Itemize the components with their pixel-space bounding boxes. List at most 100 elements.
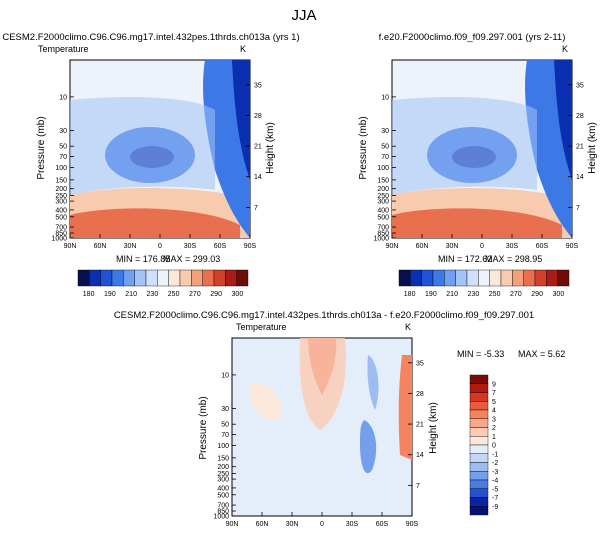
panel-1-units: K (240, 44, 246, 54)
panel-1-y-tick-label: 850 (55, 231, 67, 238)
panel-1-title: CESM2.F2000climo.C96.C96.mg17.intel.432p… (2, 32, 299, 43)
panel-3-colorbar-swatch (469, 462, 489, 472)
panel-3-warm-patch (249, 384, 281, 421)
panel-2-y-tick-label: 850 (377, 231, 389, 238)
panel-2-colorbar-label: 250 (489, 291, 501, 298)
panel-3-y-tick-label: 70 (221, 432, 229, 439)
panel-3-colorbar-label: 9 (492, 381, 496, 388)
panel-2-colorbar-swatch (523, 269, 536, 287)
panel-2-plot (391, 59, 573, 239)
panel-2-colorbar-swatch (557, 269, 570, 287)
panel-3-colorbar-swatch (469, 374, 489, 384)
panel-2-x-tick-label: 30S (506, 243, 519, 250)
panel-2-y2-tick-label: 7 (576, 205, 580, 212)
panel-1-y-tick-label: 400 (55, 207, 67, 214)
panel-2-y-tick-label: 500 (377, 214, 389, 221)
panel-3-cool-stripe (367, 355, 379, 410)
panel-2-colorbar-label: 230 (468, 291, 480, 298)
panel-1-x-tick-label: 90S (244, 243, 257, 250)
panel-2-x-tick-label: 90N (386, 243, 399, 250)
panel-1-y-tick-label: 250 (55, 193, 67, 200)
panel-2-title: f.e20.F2000climo.f09_f09.297.001 (yrs 2-… (379, 32, 566, 43)
panel-3-y-tick-label: 400 (217, 485, 229, 492)
panel-2-y-tick-label: 700 (377, 225, 389, 232)
panel-2-y-tick-label: 300 (377, 199, 389, 206)
panel-1-x-tick-label: 60S (214, 243, 227, 250)
panel-3-x-tick-label: 90N (226, 521, 239, 528)
panel-3-plot (231, 337, 413, 517)
panel-1-colorbar-swatch (202, 269, 215, 287)
panel-1-colorbar-label: 210 (125, 291, 137, 298)
panel-3-colorbar-label: -9 (492, 504, 498, 511)
panel-3-colorbar-swatch (469, 401, 489, 411)
panel-1-colorbar-swatch (191, 269, 203, 287)
panel-3-colorbar-swatch (469, 409, 489, 419)
panel-3-colorbar-label: 2 (492, 425, 496, 432)
panel-3-field-label: Temperature (236, 322, 287, 332)
panel-3-min-label: MIN = -5.33 (457, 349, 504, 359)
panel-3-colorbar-swatch (469, 444, 489, 454)
panel-1-colorbar-swatch (236, 269, 249, 287)
panel-3-colorbar-label: 0 (492, 443, 496, 450)
panel-3-y-tick-label: 850 (217, 509, 229, 516)
panel-3-y2-tick-label: 14 (416, 452, 424, 459)
panel-2-colorbar-swatch (500, 269, 513, 287)
panel-1-cool-band (70, 97, 215, 195)
panel-1-y-tick-label: 30 (59, 128, 67, 135)
panel-3-colorbar-label: -7 (492, 495, 498, 502)
panel-1-colorbar-label: 180 (83, 291, 95, 298)
panel-3-y2-tick-label: 35 (416, 360, 424, 367)
panel-3-warm-right (398, 355, 412, 460)
panel-1-colorbar-label: 270 (189, 291, 201, 298)
panel-2-colorbar-label: 210 (446, 291, 458, 298)
panel-2-y2-tick-label: 35 (576, 82, 584, 89)
panel-3-colorbar-label: 4 (492, 408, 496, 415)
panel-1-y2label: Height (km) (265, 122, 276, 174)
panel-1-colorbar-swatch (157, 269, 169, 287)
panel-3-colorbar-label: -2 (492, 460, 498, 467)
panel-1-x-tick-label: 30S (184, 243, 197, 250)
panel-2-x-tick-label: 60S (536, 243, 549, 250)
panel-1-colorbar-swatch (111, 269, 124, 287)
panel-3-units: K (405, 322, 411, 332)
panel-1-y-tick-label: 100 (55, 165, 67, 172)
panel-1-y-tick-label: 150 (55, 177, 67, 184)
panel-2-units: K (562, 44, 568, 54)
panel-3-y-tick-label: 100 (217, 443, 229, 450)
panel-3-x-tick-label: 60N (256, 521, 269, 528)
panel-2-y-tick-label: 10 (381, 94, 389, 101)
panel-1-y2-tick-label: 14 (254, 174, 262, 181)
panel-2-colorbar-swatch (478, 269, 490, 287)
panel-3-y2label: Height (km) (428, 402, 439, 454)
panel-1-ylabel: Pressure (mb) (36, 116, 47, 179)
panel-3-y-tick-label: 30 (221, 406, 229, 413)
panel-1-colorbar-swatch (179, 269, 192, 287)
panel-3-y2-tick-label: 7 (416, 483, 420, 490)
panel-3-colorbar-label: -5 (492, 486, 498, 493)
panel-3-y-tick-label: 200 (217, 464, 229, 471)
panel-3-colorbar-swatch (469, 427, 489, 437)
panel-2-y-tick-label: 50 (381, 144, 389, 151)
panel-3-x-tick-label: 90S (406, 521, 419, 528)
panel-1-colorbar-label: 250 (168, 291, 180, 298)
panel-2-colorbar-swatch (455, 269, 468, 287)
panel-2-y2label: Height (km) (587, 122, 598, 174)
panel-1-colorbar-swatch (100, 269, 113, 287)
panel-1-y-tick-label: 1000 (51, 236, 67, 243)
panel-2-max-label: MAX = 298.95 (485, 254, 542, 264)
panel-1-min-label: MIN = 176.85 (116, 254, 170, 264)
panel-1-colorbar-swatch (225, 269, 237, 287)
panel-3-colorbar-label: -1 (492, 451, 498, 458)
panel-1-y-tick-label: 300 (55, 199, 67, 206)
panel-2-colorbar-swatch (432, 269, 445, 287)
panel-1-colorbar-label: 300 (232, 291, 244, 298)
panel-3-colorbar-label: 3 (492, 416, 496, 423)
panel-2-colorbar-swatch (546, 269, 558, 287)
panel-1-colorbar-swatch (134, 269, 147, 287)
panel-3-colorbar-label: 1 (492, 434, 496, 441)
panel-1-x-tick-label: 0 (158, 243, 162, 250)
panel-3-y-tick-label: 150 (217, 455, 229, 462)
panel-1-y-tick-label: 200 (55, 186, 67, 193)
panel-1-x-tick-label: 30N (124, 243, 137, 250)
